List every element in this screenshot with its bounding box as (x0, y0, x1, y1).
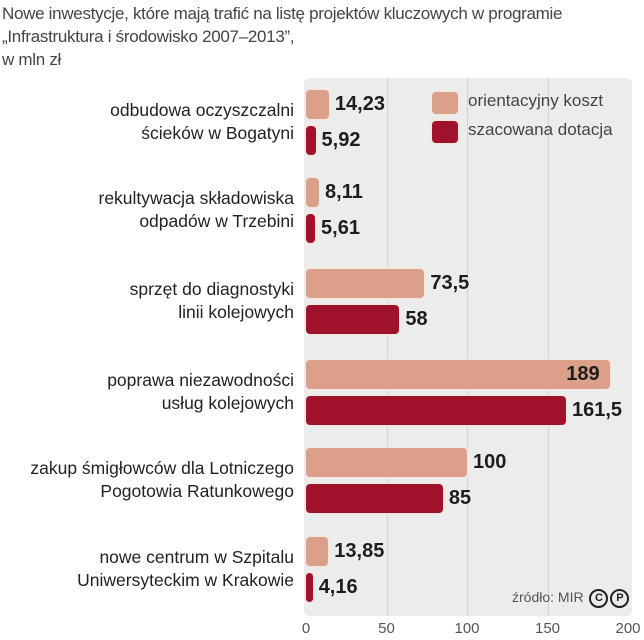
category-label: odbudowa oczyszczalni ścieków w Bogatyni (0, 99, 294, 145)
legend-swatch-cost (432, 92, 458, 114)
category-label-line: sprzęt do diagnostyki (129, 279, 294, 299)
category-label-line: Uniwersyteckim w Krakowie (77, 570, 294, 590)
category-label: sprzęt do diagnostyki linii kolejowych (0, 278, 294, 324)
title-line: w mln zł (2, 50, 61, 69)
category-label-line: nowe centrum w Szpitalu (99, 547, 294, 567)
data-label: 58 (405, 308, 428, 330)
bar-subsidy (306, 126, 316, 155)
gridline (547, 78, 549, 616)
bar-subsidy (306, 573, 313, 602)
x-tick-label: 0 (301, 620, 311, 637)
x-tick-label: 150 (534, 620, 561, 637)
data-label: 5,92 (321, 129, 361, 151)
bar-subsidy (306, 214, 316, 243)
plot-area (304, 78, 632, 616)
bar-subsidy (306, 484, 443, 513)
data-label: 100 (473, 451, 507, 473)
x-tick-label: 50 (378, 620, 395, 637)
chart-title: Nowe inwestycje, które mają trafić na li… (2, 2, 562, 71)
source-text: źródło: MIR (512, 589, 584, 606)
category-label-line: usług kolejowych (161, 393, 294, 413)
gridline (467, 78, 468, 616)
data-label: 161,5 (572, 399, 623, 421)
category-label-line: Pogotowia Ratunkowego (100, 481, 294, 501)
data-label: 85 (448, 487, 472, 509)
category-label-line: odpadów w Trzebini (139, 211, 294, 231)
category-label: poprawa niezawodności usług kolejowych (0, 369, 294, 415)
data-label: 14,23 (334, 93, 385, 115)
data-label: 8,11 (325, 181, 363, 203)
bar-cost (306, 178, 320, 207)
data-label: 4,16 (318, 576, 358, 598)
bar-cost (306, 269, 425, 298)
x-tick-label: 200 (615, 620, 641, 637)
data-label: 189 (566, 363, 600, 385)
gridline (386, 78, 388, 616)
category-label-line: odbudowa oczyszczalni (110, 100, 294, 120)
category-label-line: zakup śmigłowców dla Lotniczego (30, 458, 294, 478)
category-label-line: linii kolejowych (178, 302, 294, 322)
publisher-logo-icon: P (610, 589, 630, 608)
bar-cost (306, 90, 329, 119)
category-label: nowe centrum w Szpitalu Uniwersyteckim w … (0, 546, 294, 592)
category-label-line: ścieków w Bogatyni (141, 123, 294, 143)
legend-label-subsidy: szacowana dotacja (468, 120, 613, 139)
title-line: Nowe inwestycje, które mają trafić na li… (2, 4, 563, 23)
bar-subsidy (306, 396, 566, 425)
bar-cost (306, 448, 467, 477)
bar-subsidy (306, 305, 400, 334)
bar-cost (306, 360, 611, 389)
category-label: zakup śmigłowców dla Lotniczego Pogotowia… (0, 457, 294, 503)
legend-label-cost: orientacyjny koszt (468, 91, 604, 110)
data-label: 5,61 (321, 217, 360, 239)
data-label: 73,5 (430, 272, 470, 294)
category-label-line: rekultywacja składowiska (98, 188, 295, 208)
bar-cost (306, 537, 329, 566)
x-tick-label: 100 (454, 620, 480, 637)
data-label: 13,85 (334, 540, 385, 562)
copyright-icon: C (589, 589, 609, 608)
title-line: „Infrastruktura i środowisko 2007–2013”, (2, 27, 295, 46)
category-label-line: poprawa niezawodności (107, 370, 294, 390)
category-label: rekultywacja składowiska odpadów w Trzebi… (0, 187, 295, 233)
legend-swatch-subsidy (432, 121, 458, 143)
